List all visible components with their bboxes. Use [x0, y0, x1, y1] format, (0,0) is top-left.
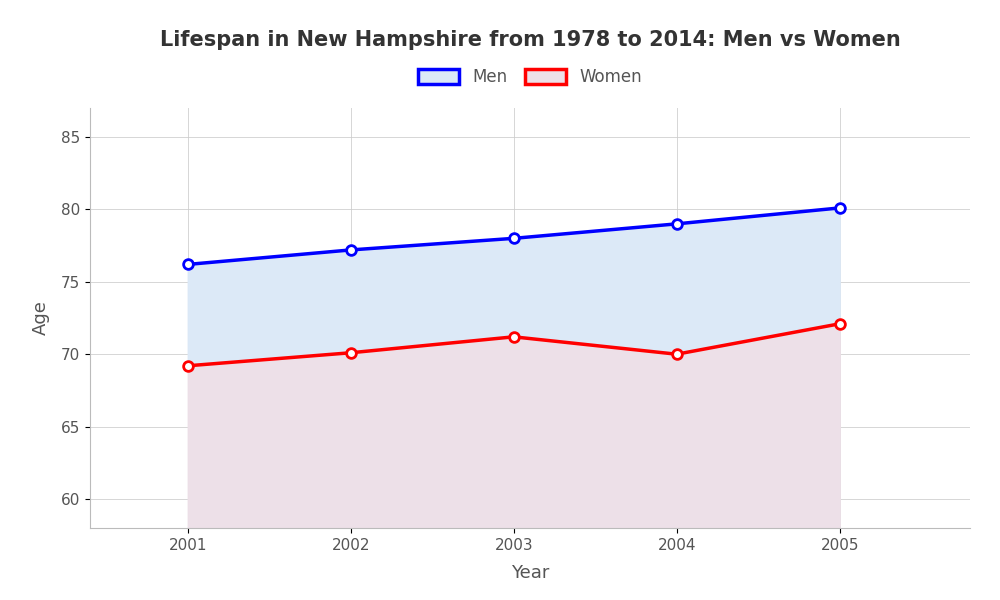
- Legend: Men, Women: Men, Women: [411, 62, 649, 93]
- Y-axis label: Age: Age: [32, 301, 50, 335]
- X-axis label: Year: Year: [511, 564, 549, 582]
- Title: Lifespan in New Hampshire from 1978 to 2014: Men vs Women: Lifespan in New Hampshire from 1978 to 2…: [160, 29, 900, 49]
